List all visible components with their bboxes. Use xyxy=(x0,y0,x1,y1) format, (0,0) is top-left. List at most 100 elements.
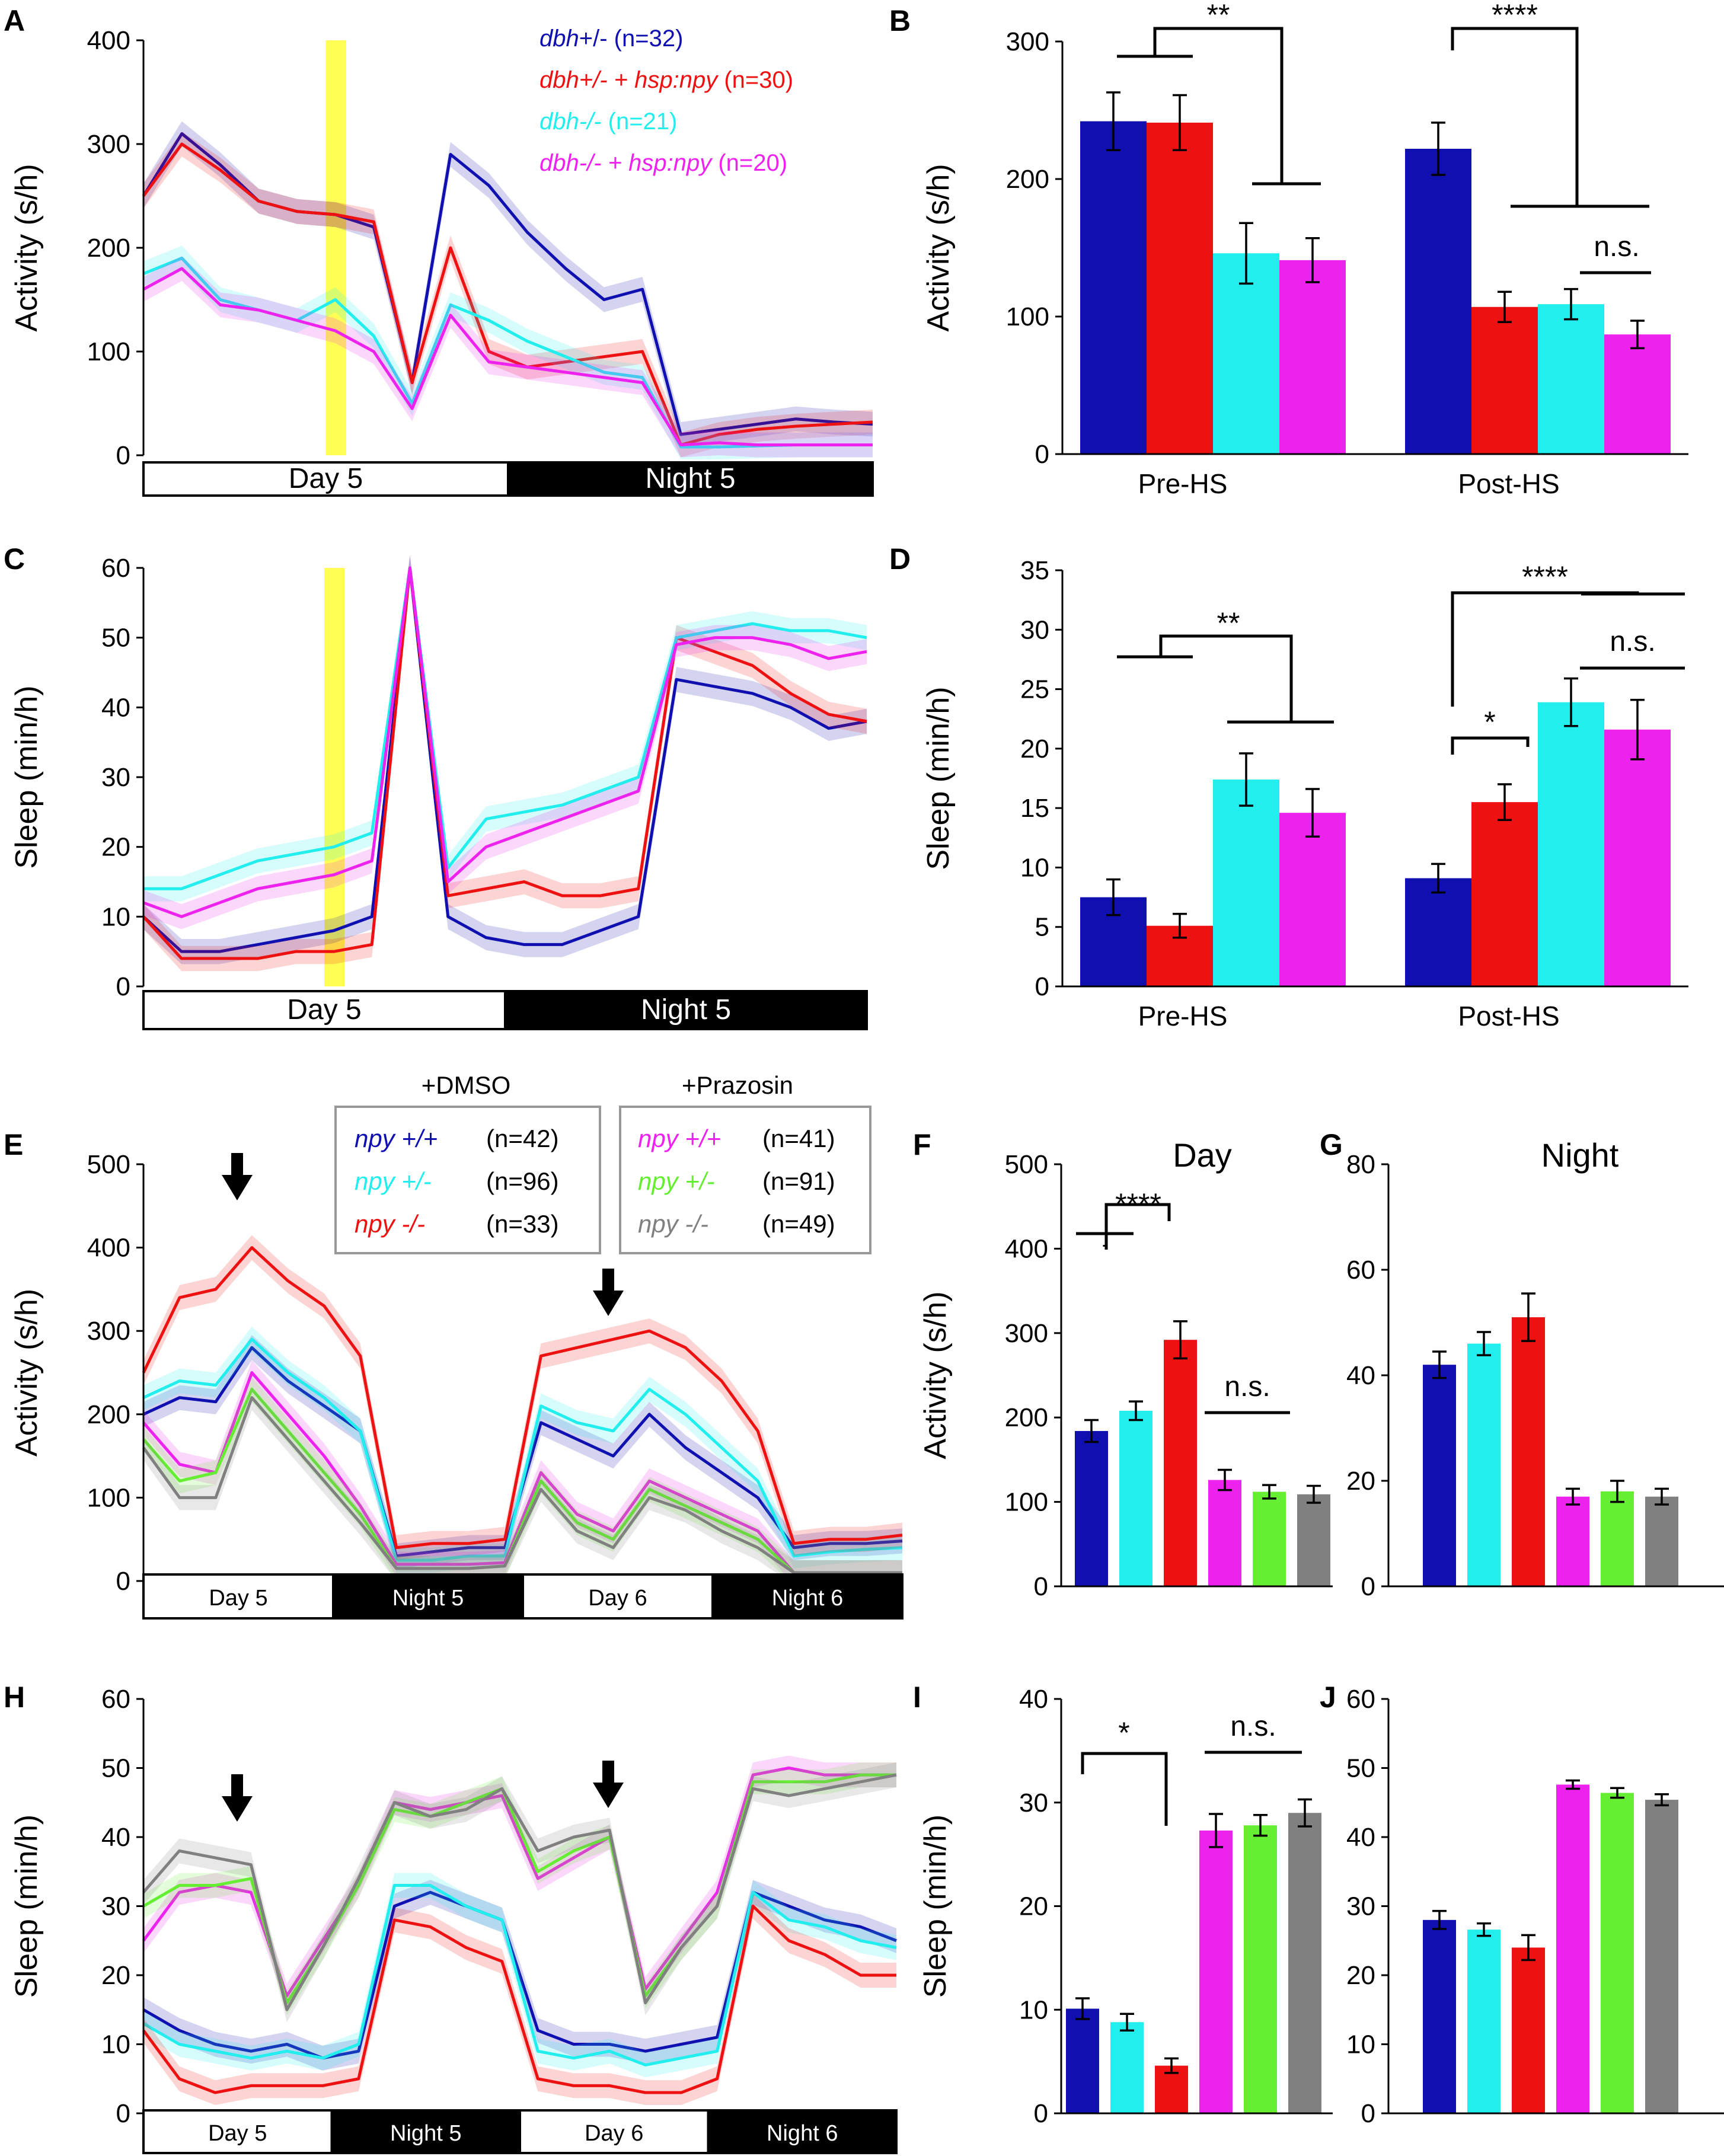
y-tick-label: 200 xyxy=(1006,165,1049,194)
y-tick-label: 40 xyxy=(1346,1361,1375,1390)
panel-b-group-pre: Pre-HS xyxy=(1138,468,1228,499)
error-bar xyxy=(1209,1813,1223,1848)
day-period xyxy=(522,1573,714,1620)
legend-e-item-3-n: (n=33) xyxy=(486,1210,559,1238)
night-period xyxy=(330,2109,521,2154)
y-axis-title: Activity (s/h) xyxy=(918,1291,953,1459)
y-tick-label: 400 xyxy=(87,1234,130,1263)
y-tick-label: 300 xyxy=(87,1317,130,1346)
period-label: Night 6 xyxy=(767,2121,838,2146)
error-bar xyxy=(1106,91,1120,152)
legend-e-item-1: npy +/+ xyxy=(355,1125,438,1152)
bar-chart-d xyxy=(1080,677,1671,986)
error-bar xyxy=(1239,752,1253,807)
panel-letter-g: G xyxy=(1320,1128,1343,1161)
line-chart-a: Day 5 Night 5 xyxy=(142,40,874,497)
error-bar xyxy=(1218,1468,1232,1491)
bar xyxy=(1119,1410,1152,1586)
error-bar xyxy=(1084,1419,1099,1443)
y-tick-label: 400 xyxy=(87,26,130,55)
panel-letter-d: D xyxy=(889,542,911,576)
y-tick-label: 200 xyxy=(87,1400,130,1429)
y-tick-label: 35 xyxy=(1020,556,1049,585)
period-label: Night 5 xyxy=(641,994,731,1026)
bar xyxy=(1556,1784,1589,2113)
series-line xyxy=(142,1337,903,1562)
bar xyxy=(1471,306,1538,454)
period-label: Night 6 xyxy=(772,1586,843,1611)
y-tick-label: 20 xyxy=(1020,734,1049,764)
bar xyxy=(1423,1919,1456,2113)
panel-i-sig: * xyxy=(1118,1716,1129,1749)
legend-a: dbh+/- (n=32) dbh+/- + hsp:npy (n=30) db… xyxy=(539,25,793,176)
error-bar xyxy=(1477,1331,1491,1356)
y-tick-label: 500 xyxy=(1005,1150,1048,1179)
series-band xyxy=(143,132,873,458)
error-bar xyxy=(1164,2057,1179,2074)
y-tick-label: 0 xyxy=(1361,2099,1375,2128)
axes-c: 0 10 20 30 40 50 60 Sleep (min/h) xyxy=(9,554,145,1001)
error-bar xyxy=(1477,1922,1491,1937)
y-tick-label: 100 xyxy=(87,1483,130,1512)
error-bar xyxy=(1498,290,1512,324)
axes-f: 0 100 200 300 400 500 Activity (s/h) xyxy=(918,1150,1333,1601)
series-line xyxy=(142,267,873,446)
day-period xyxy=(142,990,506,1030)
bar xyxy=(1279,260,1346,454)
error-bar xyxy=(1239,222,1253,285)
night-period xyxy=(504,990,868,1030)
y-tick-label: 0 xyxy=(116,972,130,1001)
panel-b-significance xyxy=(1117,27,1651,274)
y-tick-label: 25 xyxy=(1020,675,1049,704)
y-tick-label: 20 xyxy=(101,1961,130,1990)
series-line xyxy=(142,1246,903,1550)
axes-e: 0 100 200 300 400 500 Activity (s/h) xyxy=(9,1150,145,1596)
series-band xyxy=(143,555,867,972)
series-line xyxy=(142,566,867,960)
error-bar xyxy=(1431,863,1445,894)
y-tick-label: 15 xyxy=(1020,794,1049,823)
day-period xyxy=(142,461,509,497)
bar xyxy=(1604,729,1671,986)
period-label: Day 5 xyxy=(287,994,361,1026)
series-line xyxy=(142,1905,896,2094)
period-label: Night 5 xyxy=(645,463,735,494)
y-axis-title: Activity (s/h) xyxy=(9,1289,44,1457)
bar xyxy=(1080,121,1147,454)
bar xyxy=(1297,1494,1330,1586)
y-tick-label: 0 xyxy=(116,1567,130,1596)
panel-d-group-pre: Pre-HS xyxy=(1138,1001,1228,1031)
legend-a-item-4: dbh-/- + hsp:npy (n=20) xyxy=(539,150,787,176)
error-bar xyxy=(1120,2013,1134,2032)
bar-chart-b xyxy=(1080,91,1671,454)
y-axis-title: Activity (s/h) xyxy=(9,164,44,331)
error-bar xyxy=(1075,1997,1090,2020)
panel-i-ns: n.s. xyxy=(1230,1711,1276,1742)
error-bar xyxy=(1498,783,1512,821)
series-band xyxy=(143,1327,902,1573)
panel-f-ns: n.s. xyxy=(1224,1371,1270,1403)
bar xyxy=(1244,1825,1277,2113)
y-tick-label: 20 xyxy=(1346,1961,1375,1990)
panel-b-ns: n.s. xyxy=(1594,231,1639,263)
legend-e: +DMSO +Prazosin npy +/+ (n=42) npy +/- (… xyxy=(334,1071,871,1254)
error-bar xyxy=(1432,1350,1447,1379)
y-tick-label: 10 xyxy=(1346,2030,1375,2059)
bar xyxy=(1199,1830,1233,2113)
error-bar xyxy=(1655,1487,1669,1506)
legend-e-item-1-n: (n=42) xyxy=(486,1125,559,1152)
y-tick-label: 100 xyxy=(87,337,130,366)
panel-d-ns: n.s. xyxy=(1610,626,1655,657)
series-line xyxy=(142,1371,902,1574)
panel-i-significance xyxy=(1081,1751,1302,1826)
y-tick-label: 10 xyxy=(101,2030,130,2059)
bar xyxy=(1405,878,1471,986)
error-bar xyxy=(1610,1480,1624,1503)
legend-a-item-3: dbh-/- (n=21) xyxy=(539,108,677,135)
legend-e-dmso-box xyxy=(334,1106,601,1254)
y-tick-label: 30 xyxy=(1019,1788,1048,1818)
day-period xyxy=(142,1573,334,1620)
y-tick-label: 30 xyxy=(101,763,130,792)
series-band xyxy=(143,1360,902,1586)
panel-letter-c: C xyxy=(4,542,25,576)
